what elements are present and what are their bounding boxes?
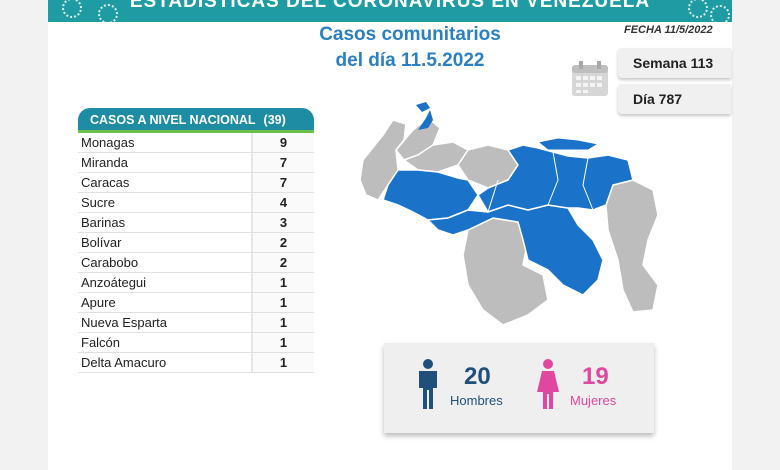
table-row: Caracas 7	[78, 173, 314, 193]
table-row: Bolívar 2	[78, 233, 314, 253]
woman-icon	[537, 359, 559, 409]
cases-table-title: CASOS A NIVEL NACIONAL	[90, 113, 256, 127]
table-row: Miranda 7	[78, 153, 314, 173]
state-name: Caracas	[78, 173, 253, 192]
case-count: 7	[253, 173, 314, 192]
state-name: Sucre	[78, 193, 253, 212]
virus-icon	[62, 0, 82, 18]
table-row: Barinas 3	[78, 213, 314, 233]
table-row: Anzoátegui 1	[78, 273, 314, 293]
women-count: 19	[582, 363, 609, 390]
case-count: 1	[253, 313, 314, 332]
cases-total: (39)	[263, 113, 286, 127]
cases-table-header: CASOS A NIVEL NACIONAL (39)	[78, 108, 314, 133]
case-count: 3	[253, 213, 314, 232]
case-count: 1	[253, 293, 314, 312]
table-row: Carabobo 2	[78, 253, 314, 273]
virus-icon	[710, 5, 730, 22]
state-name: Delta Amacuro	[78, 353, 253, 372]
case-count: 2	[253, 233, 314, 252]
headline-line1: Casos comunitarios	[319, 24, 501, 45]
state-name: Apure	[78, 293, 253, 312]
case-count: 9	[253, 133, 314, 152]
state-name: Anzoátegui	[78, 273, 253, 292]
cases-table: Monagas 9 Miranda 7 Caracas 7 Sucre 4 Barinas 3 Bo…	[78, 133, 314, 373]
women-label: Mujeres	[570, 393, 617, 408]
headline: Casos comunitarios del día 11.5.2022	[300, 22, 520, 74]
table-row: Delta Amacuro 1	[78, 353, 314, 373]
virus-icon	[688, 0, 708, 18]
case-count: 1	[253, 333, 314, 352]
day-badge: Día 787	[618, 84, 731, 114]
man-icon	[419, 359, 437, 409]
gender-breakdown: 20 Hombres 19 Mujeres	[384, 343, 654, 433]
case-count: 1	[253, 273, 314, 292]
men-count: 20	[464, 363, 491, 390]
venezuela-map	[359, 102, 659, 326]
table-row: Monagas 9	[78, 133, 314, 153]
case-count: 2	[253, 253, 314, 272]
state-name: Falcón	[78, 333, 253, 352]
table-row: Nueva Esparta 1	[78, 313, 314, 333]
report-date: FECHA 11/5/2022	[624, 24, 713, 36]
case-count: 1	[253, 353, 314, 372]
case-count: 7	[253, 153, 314, 172]
state-name: Nueva Esparta	[78, 313, 253, 332]
state-name: Bolívar	[78, 233, 253, 252]
week-badge: Semana 113	[618, 48, 731, 78]
virus-icon	[98, 4, 118, 22]
state-name: Carabobo	[78, 253, 253, 272]
case-count: 4	[253, 193, 314, 212]
banner-title: ESTADÍSTICAS DEL CORONAVIRUS EN VENEZUEL…	[129, 0, 651, 12]
headline-line2: del día 11.5.2022	[335, 50, 485, 71]
state-name: Miranda	[78, 153, 253, 172]
men-label: Hombres	[450, 393, 503, 408]
table-row: Apure 1	[78, 293, 314, 313]
title-banner: ESTADÍSTICAS DEL CORONAVIRUS EN VENEZUEL…	[48, 0, 732, 22]
state-name: Monagas	[78, 133, 253, 152]
calendar-icon	[572, 61, 608, 96]
table-row: Sucre 4	[78, 193, 314, 213]
state-name: Barinas	[78, 213, 253, 232]
table-row: Falcón 1	[78, 333, 314, 353]
